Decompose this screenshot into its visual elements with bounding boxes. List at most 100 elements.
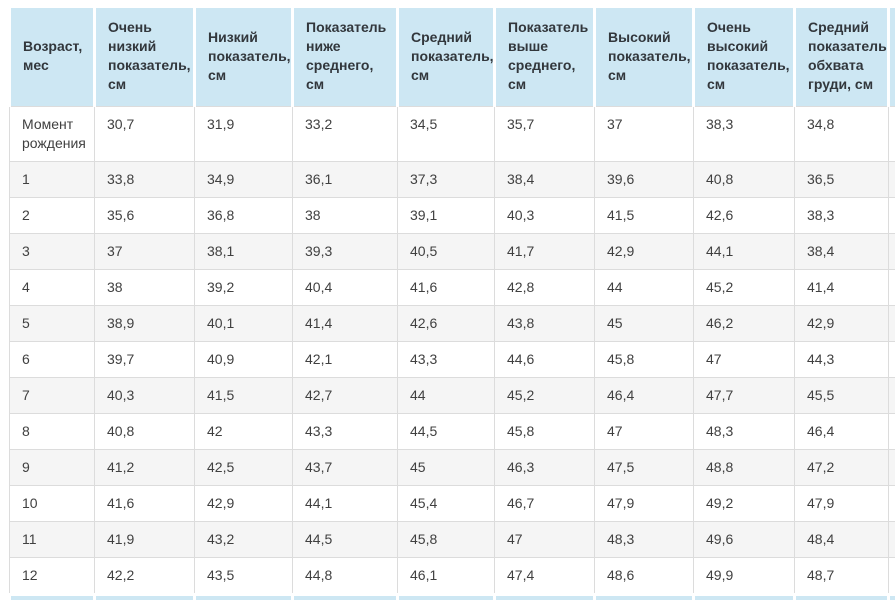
value-cell: 43,5 — [194, 557, 293, 595]
value-cell: 40,8 — [693, 161, 795, 198]
value-cell: 35,6 — [94, 197, 195, 234]
clipped-cell — [888, 161, 895, 198]
value-cell: 47 — [494, 521, 595, 558]
value-cell: 48,6 — [594, 557, 694, 595]
value-cell: 47,9 — [594, 485, 694, 522]
table-row: 12 42,2 43,5 44,8 46,1 47,4 48,6 49,9 48,7 — [9, 557, 895, 595]
value-cell: 38,1 — [194, 233, 293, 270]
value-cell: 47,7 — [693, 377, 795, 414]
value-cell: 47 — [594, 413, 694, 450]
age-cell: Момент рождения — [9, 106, 95, 162]
value-cell: 34,8 — [794, 106, 889, 162]
value-cell: 44,5 — [397, 413, 495, 450]
value-cell: 33,2 — [292, 106, 398, 162]
value-cell: 46,4 — [594, 377, 694, 414]
value-cell: 44 — [594, 269, 694, 306]
value-cell: 38,4 — [494, 161, 595, 198]
clipped-column-header — [887, 5, 895, 107]
clipped-cell — [888, 521, 895, 558]
value-cell: 39,2 — [194, 269, 293, 306]
value-cell: 47,9 — [794, 485, 889, 522]
value-cell: 43,3 — [292, 413, 398, 450]
value-cell: 45,2 — [494, 377, 595, 414]
table-row: 6 39,7 40,9 42,1 43,3 44,6 45,8 47 44,3 — [9, 341, 895, 378]
value-cell: 46,2 — [693, 305, 795, 342]
value-cell: 45,8 — [397, 521, 495, 558]
value-cell: 49,2 — [693, 485, 795, 522]
next-table-column-header — [493, 593, 596, 600]
clipped-cell — [888, 341, 895, 378]
column-header: Средний показатель, см — [396, 5, 496, 107]
value-cell: 45,4 — [397, 485, 495, 522]
value-cell: 42,6 — [693, 197, 795, 234]
value-cell: 47 — [693, 341, 795, 378]
value-cell: 30,7 — [94, 106, 195, 162]
value-cell: 42,9 — [594, 233, 694, 270]
value-cell: 38 — [292, 197, 398, 234]
value-cell: 31,9 — [194, 106, 293, 162]
value-cell: 42,8 — [494, 269, 595, 306]
clipped-cell — [888, 269, 895, 306]
clipped-cell — [888, 377, 895, 414]
value-cell: 49,6 — [693, 521, 795, 558]
value-cell: 39,6 — [594, 161, 694, 198]
value-cell: 40,1 — [194, 305, 293, 342]
value-cell: 42,2 — [94, 557, 195, 595]
age-cell: 9 — [9, 449, 95, 486]
age-cell: 7 — [9, 377, 95, 414]
value-cell: 45 — [594, 305, 694, 342]
column-header: Средний показатель обхвата груди, см — [793, 5, 890, 107]
table-row: 9 41,2 42,5 43,7 45 46,3 47,5 48,8 47,2 — [9, 449, 895, 486]
value-cell: 41,5 — [194, 377, 293, 414]
column-header: Показатель ниже среднего, см — [291, 5, 399, 107]
value-cell: 38 — [94, 269, 195, 306]
clipped-cell — [888, 557, 895, 595]
clipped-cell — [888, 413, 895, 450]
value-cell: 44,8 — [292, 557, 398, 595]
value-cell: 40,3 — [494, 197, 595, 234]
table-row: 11 41,9 43,2 44,5 45,8 47 48,3 49,6 48,4 — [9, 521, 895, 558]
table-body: Момент рождения 30,7 31,9 33,2 34,5 35,7 37 38,… — [9, 106, 895, 595]
next-table-column-header — [291, 593, 399, 600]
clipped-cell — [888, 485, 895, 522]
value-cell: 36,5 — [794, 161, 889, 198]
header-row: Возраст, мес Очень низкий показатель, см Н… — [8, 5, 895, 107]
table-row: 2 35,6 36,8 38 39,1 40,3 41,5 42,6 38,3 — [9, 197, 895, 234]
value-cell: 48,8 — [693, 449, 795, 486]
value-cell: 41,5 — [594, 197, 694, 234]
value-cell: 44,5 — [292, 521, 398, 558]
value-cell: 41,6 — [94, 485, 195, 522]
value-cell: 42 — [194, 413, 293, 450]
value-cell: 38,9 — [94, 305, 195, 342]
value-cell: 34,9 — [194, 161, 293, 198]
column-header: Низкий показатель, см — [193, 5, 294, 107]
age-cell: 4 — [9, 269, 95, 306]
value-cell: 47,5 — [594, 449, 694, 486]
value-cell: 43,3 — [397, 341, 495, 378]
value-cell: 42,1 — [292, 341, 398, 378]
next-table-column-header — [8, 593, 96, 600]
value-cell: 40,5 — [397, 233, 495, 270]
value-cell: 38,3 — [693, 106, 795, 162]
value-cell: 48,3 — [693, 413, 795, 450]
table-row: 10 41,6 42,9 44,1 45,4 46,7 47,9 49,2 47,9 — [9, 485, 895, 522]
value-cell: 47,4 — [494, 557, 595, 595]
value-cell: 41,9 — [94, 521, 195, 558]
value-cell: 44,6 — [494, 341, 595, 378]
value-cell: 41,4 — [794, 269, 889, 306]
value-cell: 43,2 — [194, 521, 293, 558]
next-table-header-row — [8, 593, 895, 600]
value-cell: 40,8 — [94, 413, 195, 450]
value-cell: 41,4 — [292, 305, 398, 342]
value-cell: 39,3 — [292, 233, 398, 270]
value-cell: 37,3 — [397, 161, 495, 198]
value-cell: 42,6 — [397, 305, 495, 342]
value-cell: 43,8 — [494, 305, 595, 342]
column-header: Возраст, мес — [8, 5, 96, 107]
value-cell: 45,8 — [594, 341, 694, 378]
value-cell: 48,3 — [594, 521, 694, 558]
column-header: Очень низкий показатель, см — [93, 5, 196, 107]
value-cell: 42,9 — [194, 485, 293, 522]
table-row: 3 37 38,1 39,3 40,5 41,7 42,9 44,1 38,4 — [9, 233, 895, 270]
value-cell: 43,7 — [292, 449, 398, 486]
